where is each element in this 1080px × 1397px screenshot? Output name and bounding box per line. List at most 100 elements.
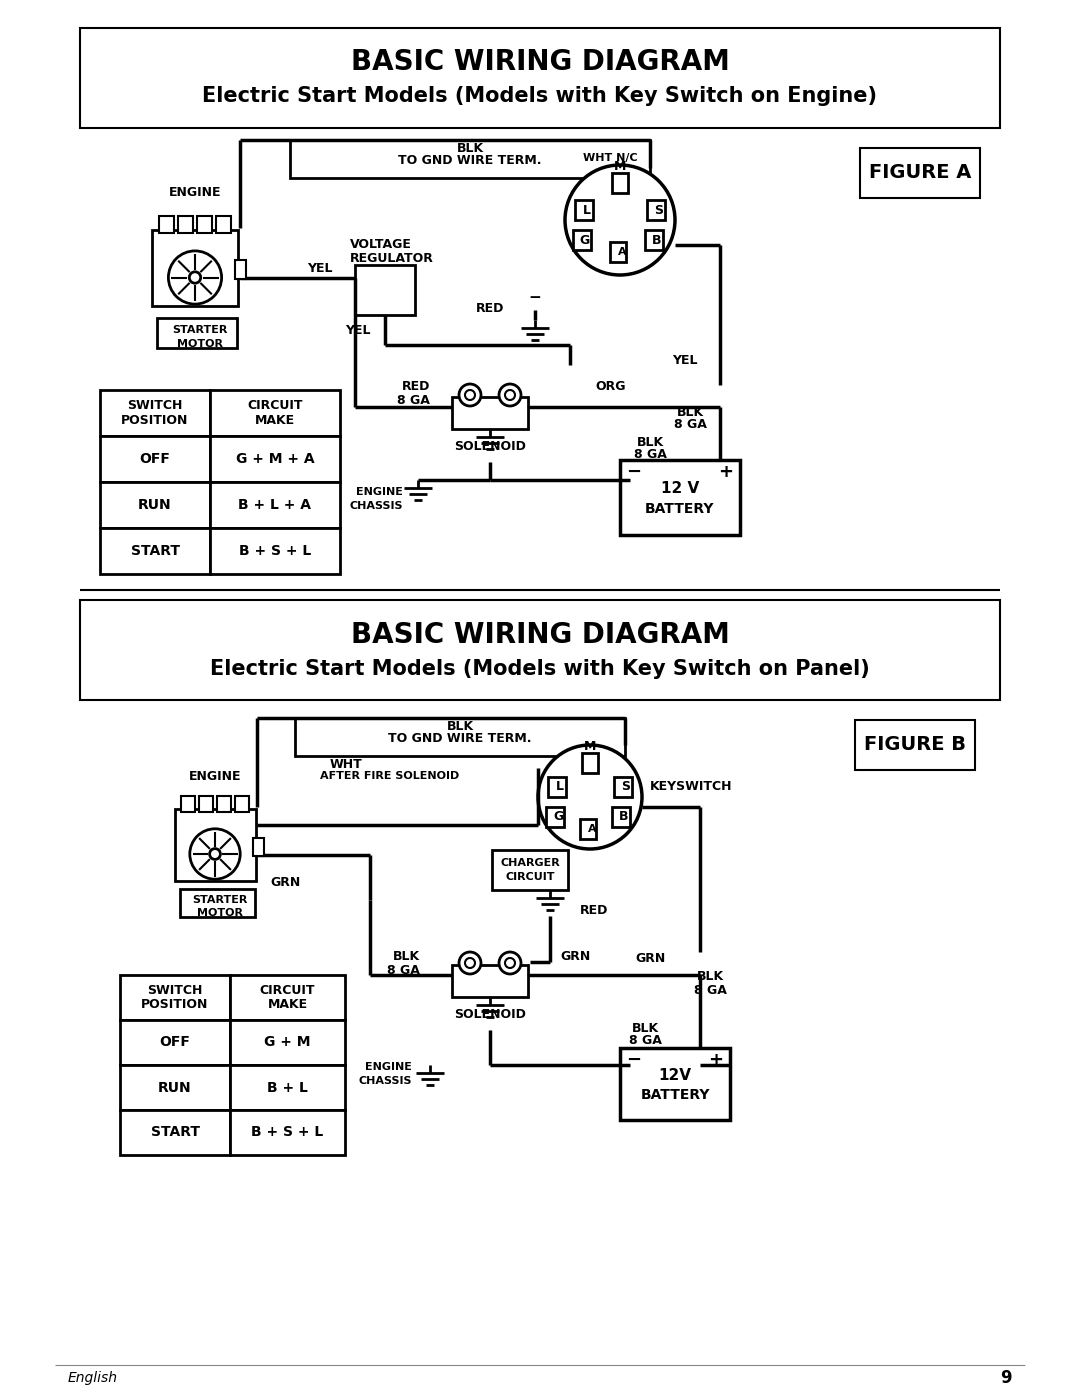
Text: S: S (621, 781, 631, 793)
Circle shape (459, 384, 481, 407)
Text: Electric Start Models (Models with Key Switch on Panel): Electric Start Models (Models with Key S… (211, 659, 869, 679)
Text: WHT N/C: WHT N/C (583, 154, 638, 163)
Text: Electric Start Models (Models with Key Switch on Engine): Electric Start Models (Models with Key S… (203, 87, 877, 106)
Text: START: START (131, 543, 179, 557)
Bar (175, 809, 256, 882)
Bar (546, 807, 564, 827)
Bar (453, 397, 528, 429)
Text: B: B (619, 810, 629, 823)
Circle shape (190, 828, 240, 879)
Text: WHT: WHT (330, 757, 363, 771)
Text: TO GND WIRE TERM.: TO GND WIRE TERM. (399, 154, 542, 166)
Text: +: + (718, 462, 733, 481)
Text: G: G (553, 810, 563, 823)
Bar (548, 777, 566, 798)
Text: OFF: OFF (139, 453, 171, 467)
Text: YEL: YEL (672, 353, 698, 366)
Bar (235, 260, 246, 279)
Bar (620, 1048, 730, 1120)
Text: CHASSIS: CHASSIS (350, 502, 403, 511)
Text: KEYSWITCH: KEYSWITCH (650, 781, 732, 793)
Bar (612, 173, 627, 193)
Bar (210, 528, 340, 574)
Bar (100, 436, 210, 482)
Bar (580, 819, 596, 840)
Text: L: L (583, 204, 591, 217)
Bar (100, 528, 210, 574)
Text: G + M + A: G + M + A (235, 453, 314, 467)
Bar (645, 231, 663, 250)
Text: B + L: B + L (267, 1080, 308, 1094)
Text: M: M (584, 740, 596, 753)
Bar (620, 460, 740, 535)
Text: ENGINE: ENGINE (356, 488, 403, 497)
Circle shape (538, 745, 642, 849)
Text: CHASSIS: CHASSIS (359, 1076, 411, 1085)
Text: FIGURE B: FIGURE B (864, 735, 966, 754)
Circle shape (465, 390, 475, 400)
Text: English: English (68, 1370, 118, 1384)
Text: YEL: YEL (307, 261, 333, 274)
Text: BLK: BLK (457, 141, 484, 155)
Bar (453, 965, 528, 997)
Bar (100, 390, 210, 436)
Bar (230, 1111, 345, 1155)
Text: 8 GA: 8 GA (674, 419, 706, 432)
Bar (230, 1020, 345, 1065)
Text: SOLENOID: SOLENOID (454, 1009, 526, 1021)
Bar (152, 231, 238, 306)
Text: ENGINE: ENGINE (365, 1062, 411, 1071)
Text: ENGINE: ENGINE (168, 187, 221, 200)
Bar (295, 718, 625, 756)
Text: SWITCH
POSITION: SWITCH POSITION (121, 400, 189, 427)
Bar (355, 265, 415, 314)
Text: TO GND WIRE TERM.: TO GND WIRE TERM. (388, 732, 531, 745)
Bar (492, 849, 568, 890)
Text: BLK: BLK (676, 405, 703, 419)
Text: OFF: OFF (160, 1035, 190, 1049)
Text: STARTER: STARTER (192, 895, 247, 905)
Text: YEL: YEL (345, 324, 370, 337)
Bar (199, 795, 213, 812)
Circle shape (505, 390, 515, 400)
Text: MOTOR: MOTOR (177, 339, 222, 349)
Text: M: M (613, 161, 626, 173)
Text: CIRCUIT
MAKE: CIRCUIT MAKE (260, 983, 315, 1011)
Text: ORG: ORG (595, 380, 625, 394)
Text: BATTERY: BATTERY (640, 1088, 710, 1102)
Text: RUN: RUN (138, 497, 172, 511)
Bar (80, 599, 1000, 700)
Bar (210, 482, 340, 528)
Circle shape (459, 951, 481, 974)
Bar (100, 482, 210, 528)
Text: BASIC WIRING DIAGRAM: BASIC WIRING DIAGRAM (351, 47, 729, 75)
Bar (80, 28, 1000, 129)
Text: CHARGER: CHARGER (500, 858, 559, 868)
Text: G: G (580, 233, 590, 246)
Bar (234, 795, 249, 812)
Text: −: − (626, 462, 642, 481)
Text: SWITCH
POSITION: SWITCH POSITION (141, 983, 208, 1011)
Text: BLK: BLK (636, 436, 663, 448)
Circle shape (499, 951, 521, 974)
Circle shape (499, 384, 521, 407)
Text: ENGINE: ENGINE (189, 771, 241, 784)
Text: 8 GA: 8 GA (693, 985, 727, 997)
Text: 12 V: 12 V (661, 481, 699, 496)
Bar (582, 753, 598, 773)
Bar (157, 319, 237, 348)
Text: GRN: GRN (270, 876, 300, 888)
Text: L: L (556, 781, 564, 793)
Bar (230, 975, 345, 1020)
Bar (217, 795, 231, 812)
Text: B + S + L: B + S + L (252, 1126, 324, 1140)
Text: BATTERY: BATTERY (645, 502, 715, 515)
Bar (178, 215, 193, 233)
Circle shape (565, 165, 675, 275)
Text: MOTOR: MOTOR (197, 908, 243, 918)
Bar (647, 200, 665, 219)
Bar (210, 390, 340, 436)
Bar (855, 719, 975, 770)
Bar (120, 1065, 230, 1111)
Bar (180, 795, 195, 812)
